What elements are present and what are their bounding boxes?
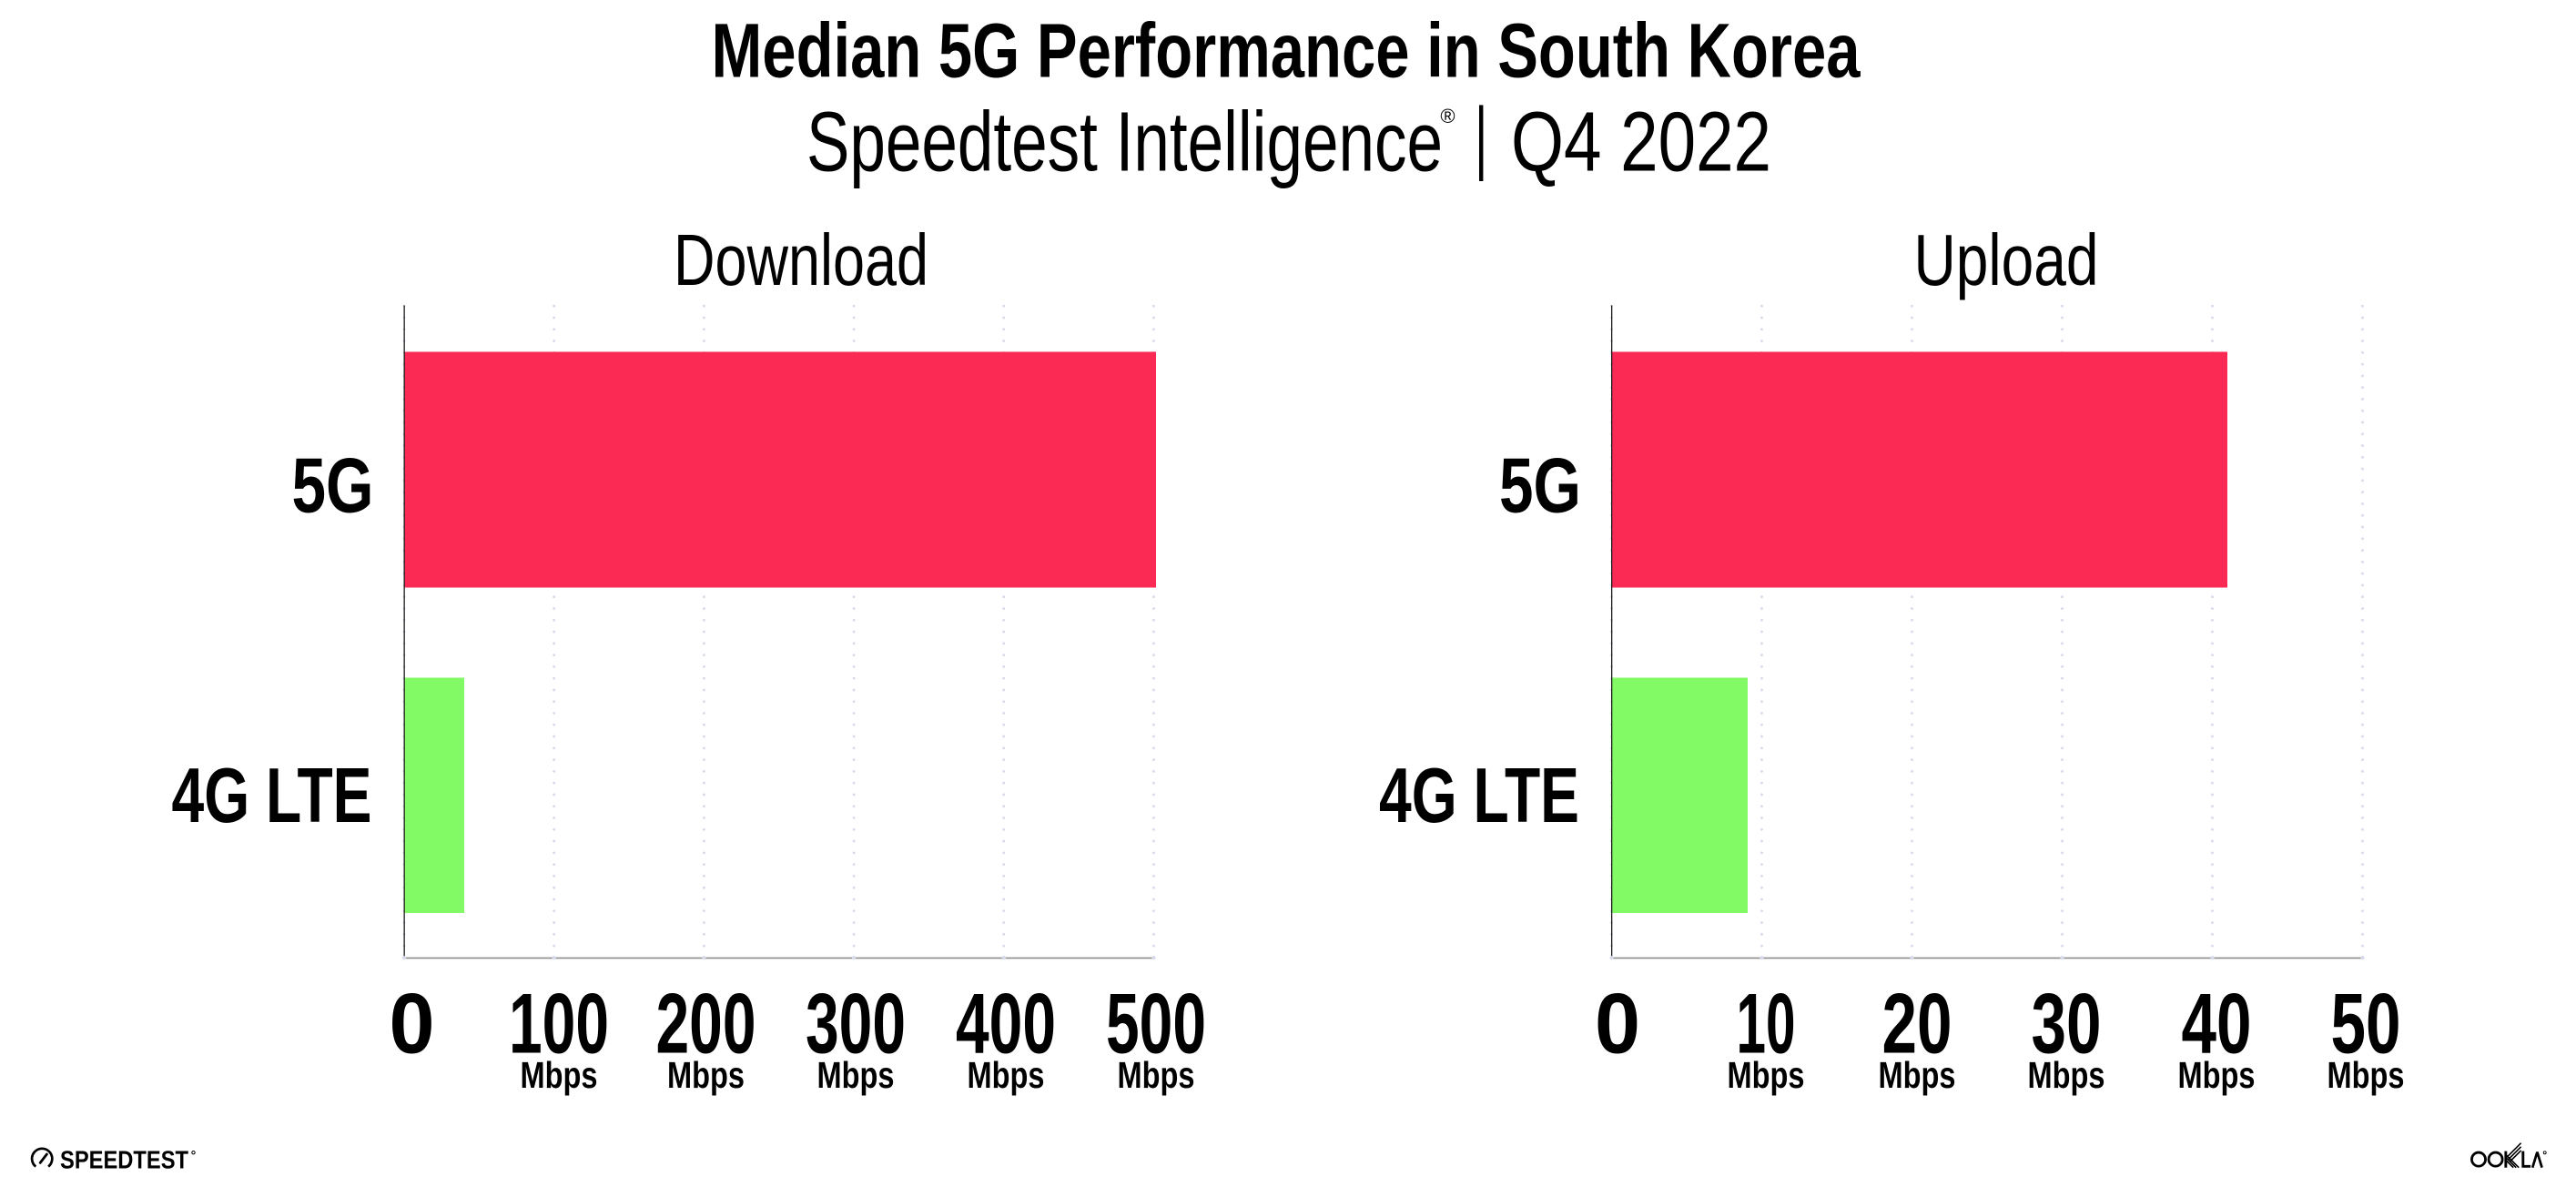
svg-text:Mbps: Mbps	[2328, 1054, 2405, 1096]
svg-text:4G LTE: 4G LTE	[1379, 753, 1579, 839]
svg-text:100: 100	[509, 976, 609, 1071]
svg-text:400: 400	[956, 976, 1056, 1071]
svg-text:20: 20	[1882, 976, 1952, 1071]
svg-text:Mbps: Mbps	[2028, 1054, 2105, 1096]
svg-text:Mbps: Mbps	[968, 1054, 1045, 1096]
svg-text:Mbps: Mbps	[1728, 1054, 1805, 1096]
svg-text:500: 500	[1106, 976, 1206, 1071]
svg-text:Q4 2022: Q4 2022	[1511, 95, 1771, 189]
svg-text:Mbps: Mbps	[2178, 1054, 2256, 1096]
svg-text:10: 10	[1737, 976, 1796, 1071]
svg-text:Mbps: Mbps	[667, 1054, 745, 1096]
svg-text:0: 0	[390, 976, 435, 1071]
svg-text:Download: Download	[674, 219, 928, 300]
svg-text:40: 40	[2182, 976, 2252, 1071]
svg-text:Upload: Upload	[1914, 219, 2099, 300]
svg-text:Mbps: Mbps	[1118, 1054, 1195, 1096]
svg-text:Speedtest Intelligence: Speedtest Intelligence	[806, 95, 1443, 189]
svg-text:5G: 5G	[292, 443, 374, 530]
svg-text:®: ®	[1440, 105, 1455, 127]
svg-text:Mbps: Mbps	[521, 1054, 598, 1096]
svg-text:50: 50	[2331, 976, 2401, 1071]
svg-text:4G LTE: 4G LTE	[172, 753, 372, 839]
svg-text:SPEEDTEST: SPEEDTEST	[60, 1146, 188, 1174]
svg-text:30: 30	[2032, 976, 2102, 1071]
svg-text:5G: 5G	[1499, 443, 1581, 530]
svg-text:0: 0	[1595, 976, 1640, 1071]
svg-text:Median 5G Performance in South: Median 5G Performance in South Korea	[712, 8, 1861, 94]
svg-text:Mbps: Mbps	[817, 1054, 895, 1096]
svg-text:Mbps: Mbps	[1879, 1054, 1956, 1096]
svg-text:300: 300	[806, 976, 906, 1071]
svg-text:200: 200	[656, 976, 756, 1071]
